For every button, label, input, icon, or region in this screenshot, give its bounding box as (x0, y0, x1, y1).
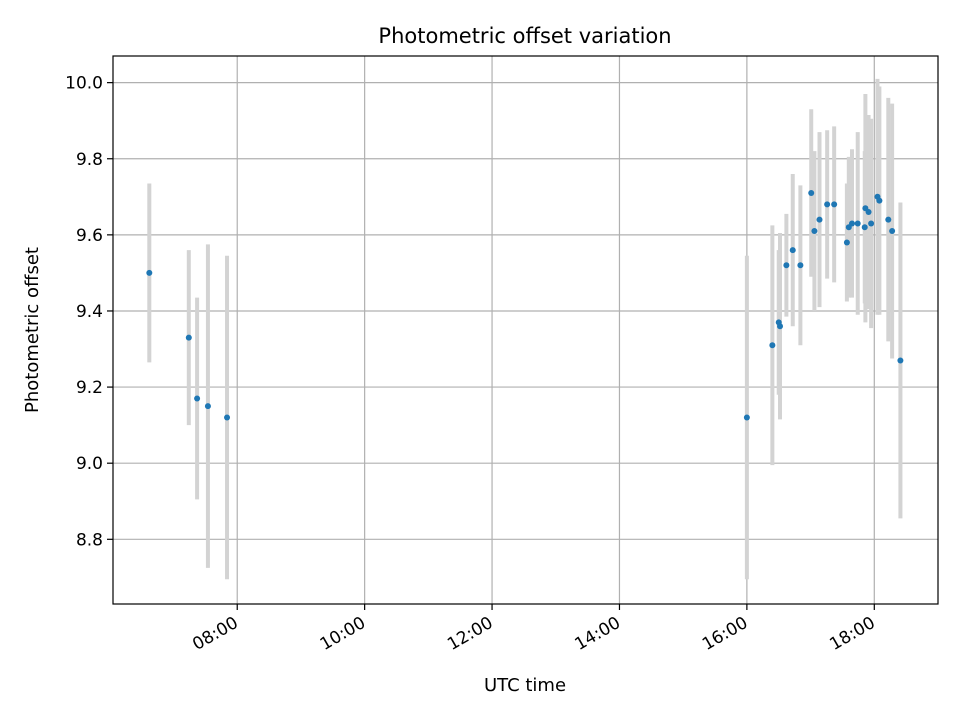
y-tick-label: 10.0 (65, 74, 103, 94)
data-point (797, 262, 804, 269)
data-point (777, 323, 784, 330)
data-point (194, 395, 201, 402)
y-axis: 8.8 9.0 9.2 9.4 9.6 9.8 10.0 (65, 74, 113, 550)
chart-title: Photometric offset variation (378, 24, 671, 48)
data-point (789, 247, 796, 254)
y-tick-label: 9.6 (76, 226, 103, 246)
data-points (146, 190, 904, 421)
data-point (854, 220, 861, 227)
data-point (889, 228, 896, 235)
data-point (204, 403, 211, 410)
plot-frame (112, 55, 939, 605)
data-point (848, 220, 855, 227)
data-point (868, 220, 875, 227)
data-point (843, 239, 850, 246)
y-tick-label: 9.0 (76, 454, 103, 474)
data-point (783, 262, 790, 269)
data-point (861, 224, 868, 231)
data-point (885, 216, 892, 223)
data-point (224, 414, 231, 421)
y-axis-label: Photometric offset (22, 247, 43, 413)
data-point (831, 201, 838, 208)
data-point (824, 201, 831, 208)
y-tick-label: 8.8 (76, 530, 103, 550)
y-tick-label: 9.4 (76, 302, 103, 322)
data-point (865, 209, 872, 216)
data-point (897, 357, 904, 364)
data-point (816, 216, 823, 223)
data-point (811, 228, 818, 235)
data-point (185, 334, 192, 341)
data-point (876, 197, 883, 204)
x-axis-label: UTC time (484, 675, 566, 696)
data-point (769, 342, 776, 349)
y-tick-label: 9.8 (76, 150, 103, 170)
data-point (743, 414, 750, 421)
data-point (808, 190, 815, 196)
data-point (146, 269, 153, 276)
y-tick-label: 9.2 (76, 378, 103, 398)
